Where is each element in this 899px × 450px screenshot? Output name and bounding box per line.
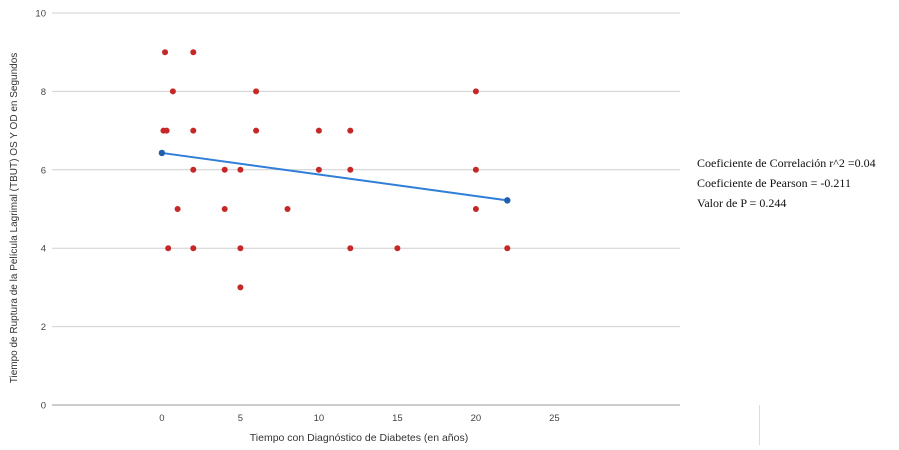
data-point — [170, 88, 176, 94]
data-point — [394, 245, 400, 251]
data-point — [162, 49, 168, 55]
data-point — [316, 167, 322, 173]
data-point — [190, 49, 196, 55]
y-tick-label: 2 — [41, 322, 46, 333]
y-tick-label: 6 — [41, 165, 46, 176]
trendline-start-point — [159, 150, 165, 156]
y-axis-label: Tiempo de Ruptura de la Película Lagrima… — [9, 53, 20, 384]
p-value-text: Valor de P = 0.244 — [697, 193, 876, 213]
data-point — [190, 167, 196, 173]
x-tick-label: 20 — [471, 413, 482, 424]
x-tick-label: 25 — [549, 413, 560, 424]
statistics-panel: Coeficiente de Correlación r^2 =0.04 Coe… — [697, 153, 876, 213]
data-point — [190, 245, 196, 251]
y-tick-labels: 0 2 4 6 8 10 — [35, 9, 46, 412]
data-point — [222, 206, 228, 212]
correlation-r2-text: Coeficiente de Correlación r^2 =0.04 — [697, 153, 876, 173]
data-point — [473, 206, 479, 212]
x-tick-labels: 0 5 10 15 20 25 — [159, 413, 559, 424]
data-point — [190, 128, 196, 134]
y-tick-label: 0 — [41, 401, 46, 412]
data-point — [347, 167, 353, 173]
y-tick-label: 8 — [41, 87, 46, 98]
data-point — [253, 128, 259, 134]
data-point — [473, 88, 479, 94]
data-point — [347, 245, 353, 251]
data-point — [165, 245, 171, 251]
data-point — [237, 245, 243, 251]
data-point — [222, 167, 228, 173]
data-point — [164, 128, 170, 134]
x-tick-label: 15 — [392, 413, 403, 424]
divider-line — [759, 405, 760, 445]
data-point — [347, 128, 353, 134]
grid-lines — [52, 13, 680, 405]
trendline-end-point — [504, 197, 510, 203]
data-point — [473, 167, 479, 173]
data-point — [237, 284, 243, 290]
pearson-coefficient-text: Coeficiente de Pearson = -0.211 — [697, 173, 876, 193]
x-tick-label: 10 — [314, 413, 325, 424]
data-point — [285, 206, 291, 212]
x-tick-label: 0 — [159, 413, 164, 424]
data-point — [316, 128, 322, 134]
data-point — [175, 206, 181, 212]
x-axis-label: Tiempo con Diagnóstico de Diabetes (en a… — [250, 432, 468, 444]
x-tick-label: 5 — [238, 413, 243, 424]
data-point — [504, 245, 510, 251]
trendline — [162, 153, 507, 200]
trendline-group — [159, 150, 511, 204]
data-point — [237, 167, 243, 173]
y-tick-label: 4 — [41, 244, 46, 255]
data-point — [253, 88, 259, 94]
y-tick-label: 10 — [35, 9, 46, 20]
